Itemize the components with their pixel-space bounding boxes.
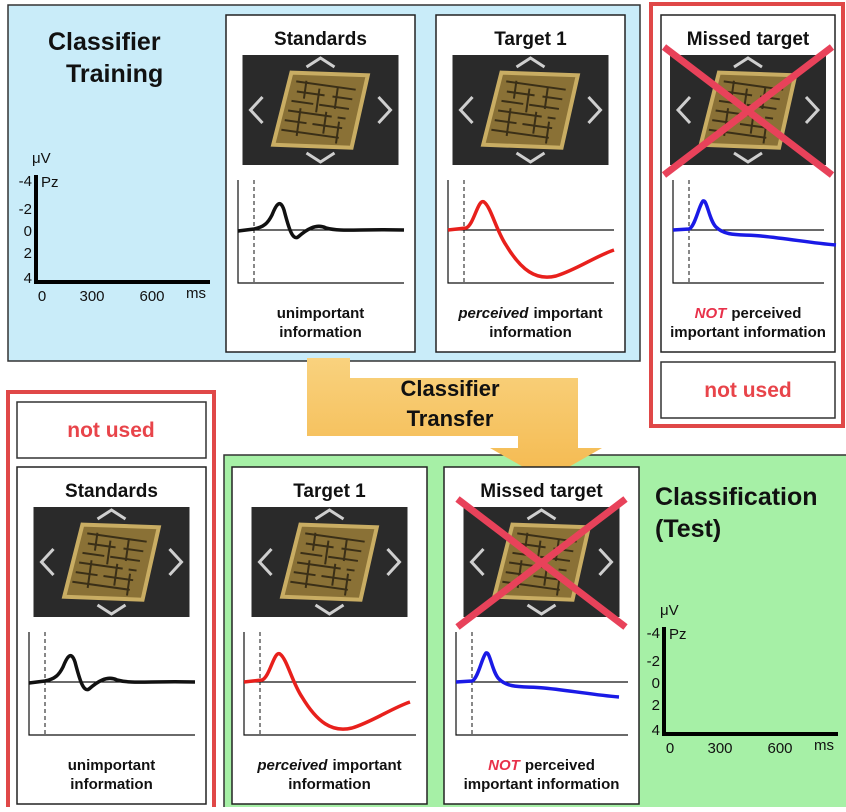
panel-title: Target 1 — [293, 481, 366, 502]
x-unit: ms — [814, 737, 834, 754]
y-label: -4 — [19, 173, 32, 190]
caption: unimportant — [277, 305, 365, 322]
panel-title: Standards — [274, 29, 367, 50]
section-title: Classification — [655, 483, 818, 511]
panel-title: Missed target — [480, 481, 603, 502]
y-label: 2 — [24, 245, 32, 262]
x-label: 0 — [666, 740, 674, 757]
transfer-label: Transfer — [407, 406, 494, 431]
stimulus-image — [34, 507, 190, 617]
caption: important information — [670, 324, 826, 341]
stimulus-image — [453, 55, 609, 165]
y-label: -2 — [19, 201, 32, 218]
channel-label: Pz — [669, 626, 687, 643]
x-label: 600 — [767, 740, 792, 757]
unit-label: μV — [32, 150, 51, 167]
caption: information — [288, 776, 371, 793]
caption-emphasis: perceived — [457, 305, 529, 322]
caption-emphasis: NOT — [695, 305, 729, 322]
y-label: 4 — [24, 270, 32, 287]
y-label: 0 — [652, 675, 660, 692]
transfer-label: Classifier — [400, 376, 499, 401]
diagram: not used not used Classifier Transfer Cl… — [0, 0, 846, 807]
status: not used — [67, 419, 155, 442]
x-label: 600 — [139, 288, 164, 305]
panel-title: Missed target — [687, 29, 810, 50]
y-label: -4 — [647, 625, 660, 642]
y-label: -2 — [647, 653, 660, 670]
stimulus-image — [243, 55, 399, 165]
panel-title: Standards — [65, 481, 158, 502]
caption: information — [489, 324, 572, 341]
stimulus-image — [252, 507, 408, 617]
caption-text: important — [533, 305, 602, 322]
y-label: 2 — [652, 697, 660, 714]
caption-text: perceived — [525, 757, 595, 774]
section-title: Classifier — [48, 28, 161, 56]
caption: information — [70, 776, 153, 793]
caption-text: perceived — [731, 305, 801, 322]
x-label: 300 — [79, 288, 104, 305]
caption-text: important — [332, 757, 401, 774]
x-label: 0 — [38, 288, 46, 305]
y-label: 0 — [24, 223, 32, 240]
caption: unimportant — [68, 757, 156, 774]
panel: Standards unimportant information — [17, 467, 206, 804]
channel-label: Pz — [41, 174, 59, 191]
unit-label: μV — [660, 602, 679, 619]
x-unit: ms — [186, 285, 206, 302]
caption-emphasis: NOT — [488, 757, 522, 774]
panel: Standards unimportant information — [226, 15, 415, 352]
section-title: Training — [66, 60, 163, 88]
section-title: (Test) — [655, 515, 721, 543]
status: not used — [704, 379, 792, 402]
x-label: 300 — [707, 740, 732, 757]
page: { "training": { "title": ["Classifier", … — [0, 0, 846, 812]
caption: information — [279, 324, 362, 341]
y-label: 4 — [652, 722, 660, 739]
caption: important information — [464, 776, 620, 793]
panel-title: Target 1 — [494, 29, 567, 50]
caption-emphasis: perceived — [256, 757, 328, 774]
